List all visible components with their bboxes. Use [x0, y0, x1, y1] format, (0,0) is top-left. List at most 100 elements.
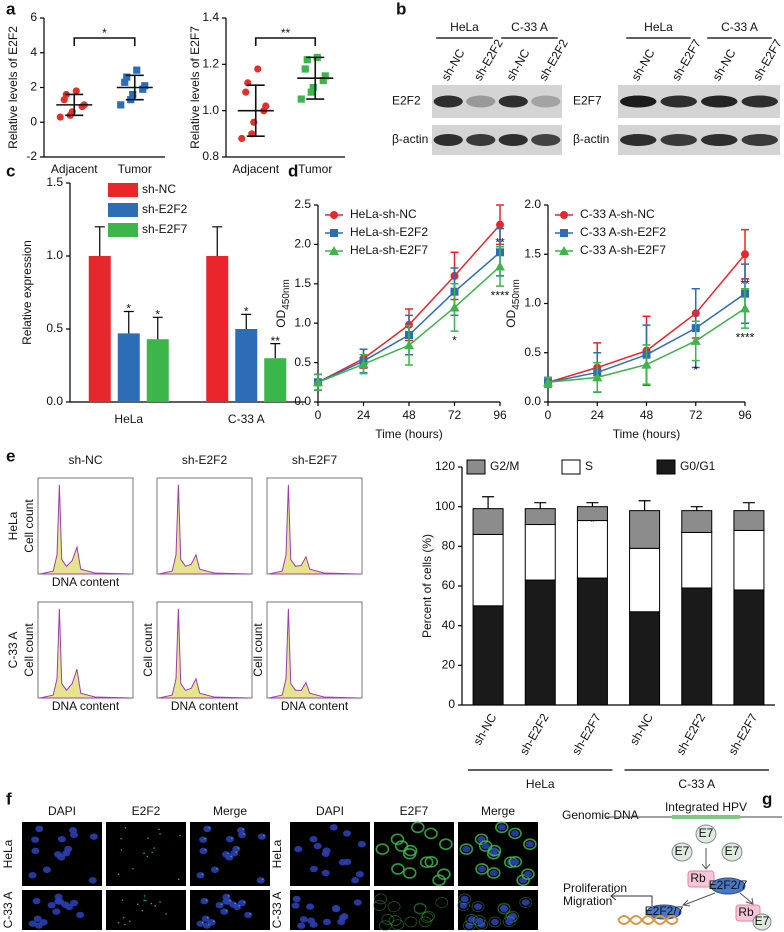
legend-marker: [560, 211, 568, 219]
sd-bar: [246, 84, 265, 137]
y-tick-label: 0: [448, 697, 455, 711]
x-tick-label: 0: [545, 408, 552, 422]
flow-frame: [37, 601, 134, 699]
data-point: [238, 134, 246, 143]
panel-label: b: [396, 0, 406, 18]
legend-swatch: [108, 203, 138, 217]
blot-band: [498, 134, 528, 146]
data-point: [123, 73, 131, 81]
pathway-diagram: Genomic DNA Integrated HPV E7 E7 E7 Rb E…: [562, 800, 782, 931]
nucleus: [462, 845, 471, 853]
y-tick-label: 1.0: [524, 296, 541, 310]
y-axis-label: Relative levels of E2F7: [188, 26, 202, 149]
x-tick-label: 72: [448, 408, 462, 422]
diagram-label: Migration: [563, 894, 612, 908]
microscopy-row-label: C-33 A: [1, 892, 15, 929]
stain: [459, 843, 474, 855]
panel-label: a: [6, 0, 16, 18]
microscopy-image: [106, 890, 186, 930]
bar-segment: [629, 611, 661, 706]
y-axis-label-main: OD: [274, 309, 288, 327]
legend-label: S: [585, 459, 593, 473]
diagram-label: E2F2/7: [709, 878, 748, 892]
legend-marker: [330, 211, 338, 219]
stain: [177, 878, 180, 881]
stain: [128, 920, 131, 923]
error-bar: [152, 316, 163, 340]
data-point: [740, 303, 750, 313]
stain: [394, 840, 409, 852]
bar-segment: [524, 508, 556, 526]
flow-frame: [37, 477, 134, 575]
y-tick-label: 1.4: [202, 10, 219, 24]
channel-label: E2F2: [132, 804, 161, 818]
stain: [179, 834, 181, 837]
stain: [391, 919, 405, 931]
legend-label: sh-E2F7: [142, 222, 188, 236]
stain: [391, 863, 405, 875]
panel-label: d: [288, 161, 298, 180]
error-bar: [690, 506, 703, 511]
stain: [502, 916, 516, 928]
y-tick-label: 4: [30, 45, 37, 59]
nucleus: [467, 916, 476, 923]
nucleus: [199, 836, 208, 843]
legend-label: HeLa-sh-E2F7: [350, 243, 428, 257]
nucleus: [481, 842, 490, 850]
nucleus: [62, 850, 71, 857]
nucleus: [200, 897, 209, 905]
flow-x-label: DNA content: [52, 575, 120, 589]
x-tick-label: 96: [738, 408, 752, 422]
stain: [374, 893, 388, 905]
stain: [413, 903, 427, 915]
stain: [521, 868, 535, 880]
nucleus: [313, 842, 322, 850]
stain: [508, 856, 523, 868]
blot-band: [701, 134, 738, 146]
lane-label: sh-NC: [503, 46, 532, 83]
arrow: [610, 891, 653, 906]
stain: [516, 874, 530, 887]
stain: [472, 915, 486, 926]
blot-band: [620, 134, 657, 146]
group-label: C-33 A: [678, 777, 715, 791]
nucleus: [490, 918, 499, 926]
diagram-label: E7: [755, 914, 770, 928]
y-tick-label: 0.0: [524, 394, 541, 408]
nucleus: [225, 835, 234, 843]
y-axis-label-sub: 450nm: [281, 279, 292, 310]
data-point: [313, 377, 323, 387]
blot-band: [620, 95, 657, 108]
lane-label: sh-NC: [628, 46, 657, 83]
nucleus: [42, 866, 51, 873]
nucleus: [196, 920, 205, 927]
group-label: HeLa: [526, 777, 555, 791]
stain: [243, 833, 245, 835]
nucleus: [521, 899, 530, 906]
blot-row-label: β-actin: [392, 132, 428, 146]
x-axis-label: Time (hours): [375, 427, 443, 441]
e7-protein: [752, 913, 772, 931]
stain: [208, 827, 211, 829]
nucleus: [340, 913, 349, 920]
stain: [381, 913, 395, 925]
microscopy-image: [374, 890, 454, 930]
nucleus: [353, 899, 362, 906]
stain: [388, 915, 402, 926]
flow-title: sh-E2F2: [182, 453, 228, 467]
stain: [437, 868, 451, 880]
flow-x-label: DNA content: [171, 699, 239, 713]
e7-protein: [671, 842, 693, 862]
y-tick-label: 1.5: [294, 276, 311, 290]
significance: *: [126, 302, 131, 316]
stain: [216, 867, 218, 870]
y-tick-label: 1.5: [46, 175, 63, 189]
flow-frame: [156, 601, 253, 699]
y-axis-label-sub: 450nm: [511, 279, 522, 310]
bar: [235, 329, 258, 402]
stain: [117, 921, 120, 924]
stain: [387, 901, 401, 912]
arrow: [701, 848, 711, 870]
significance: *: [452, 333, 457, 347]
bar-segment: [576, 577, 608, 706]
